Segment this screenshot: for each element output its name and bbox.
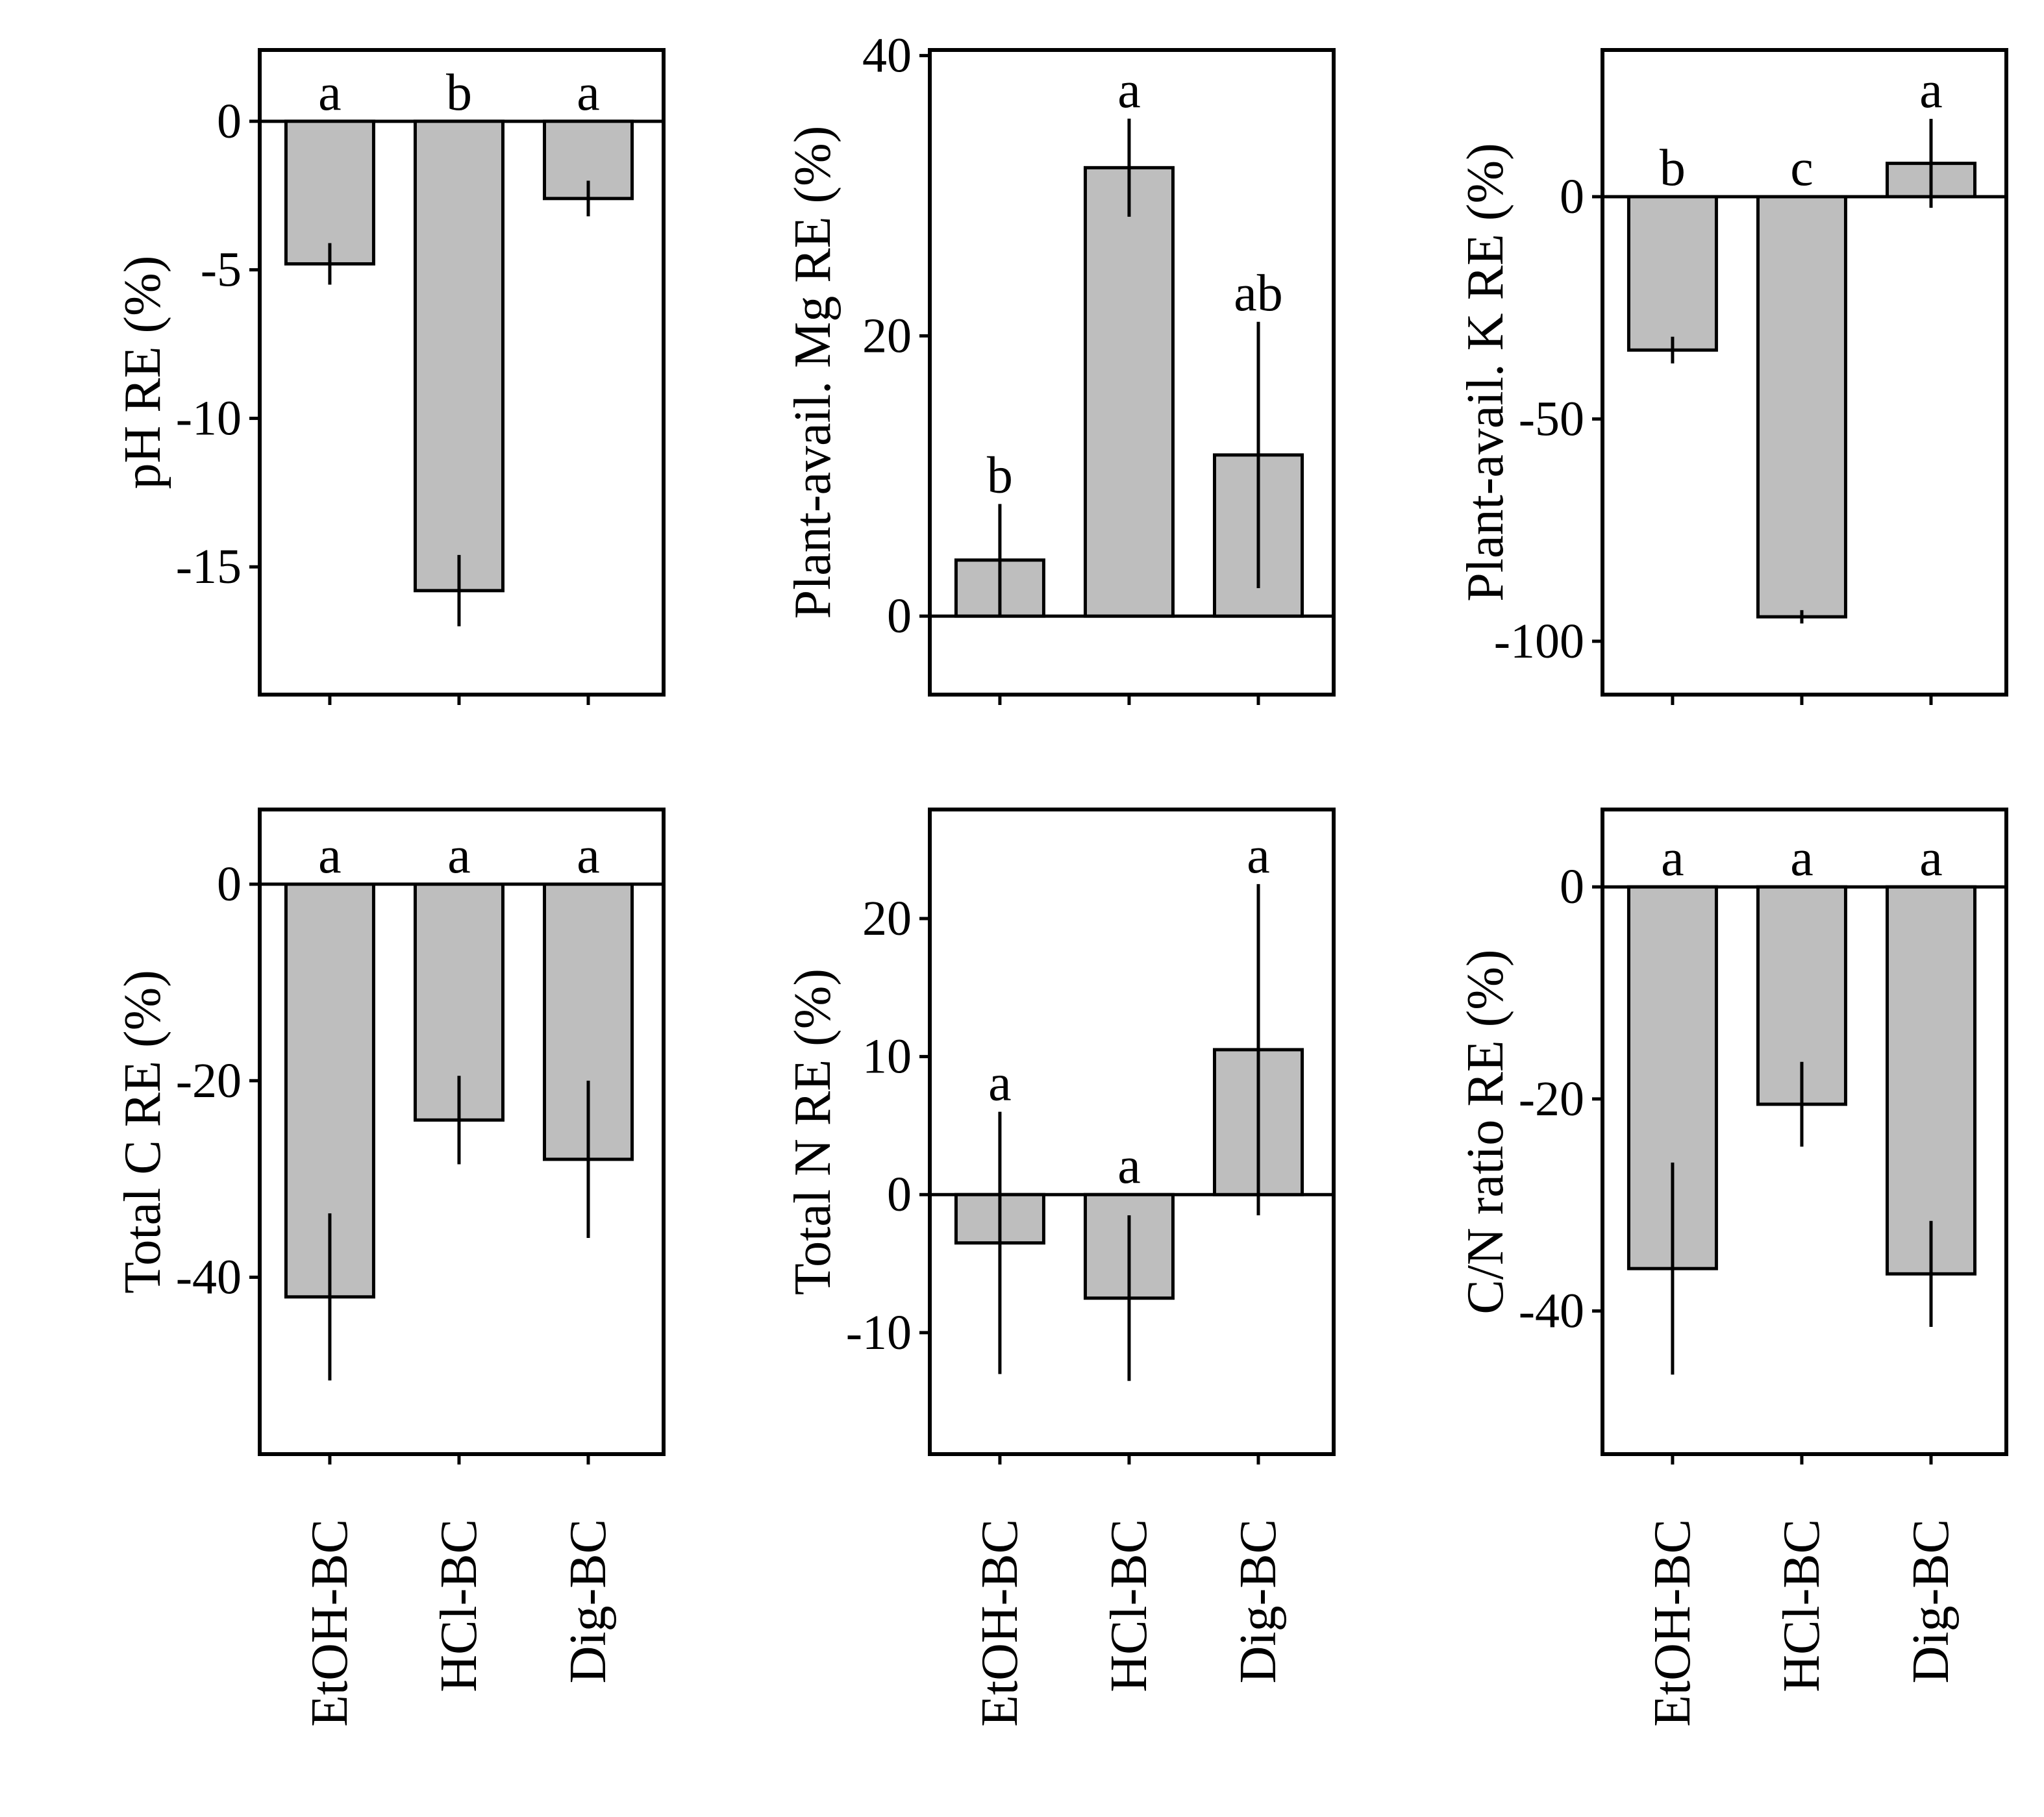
y-axis-label: Plant-avail. K RE (%) bbox=[1457, 143, 1514, 601]
significance-label: a bbox=[1919, 62, 1943, 119]
y-tick-label: -50 bbox=[1519, 391, 1584, 446]
bar-etoh-bc bbox=[284, 119, 375, 266]
category-label-etoh-bc: EtOH-BC bbox=[301, 1519, 358, 1727]
category-label-hcl-bc: HCl-BC bbox=[1773, 1519, 1830, 1692]
significance-label: b bbox=[446, 64, 472, 121]
bar-etoh-bc bbox=[1626, 195, 1718, 352]
significance-label: a bbox=[1661, 830, 1684, 887]
y-axis-label: Total C RE (%) bbox=[114, 970, 171, 1294]
chart-panel-3: 0 -50 -100 Plant-avail. K RE (%) b c a bbox=[1457, 48, 2008, 705]
y-tick-label: -20 bbox=[176, 1054, 242, 1108]
bar-hcl-bc bbox=[1083, 166, 1175, 618]
significance-label: c bbox=[1790, 140, 1813, 197]
significance-label: a bbox=[1117, 1137, 1141, 1194]
category-label-hcl-bc: HCl-BC bbox=[1101, 1519, 1158, 1692]
bar-hcl-bc bbox=[1756, 195, 1847, 619]
significance-label: a bbox=[447, 827, 471, 884]
y-tick-label: -5 bbox=[201, 243, 242, 297]
chart-panel-2: 0 20 40 Plant-avail. Mg RE (%) b a ab bbox=[784, 29, 1336, 705]
plot-frame bbox=[1601, 48, 2008, 697]
plot-frame bbox=[1601, 808, 2008, 1456]
y-tick-label: -15 bbox=[176, 539, 242, 594]
y-tick-label: -40 bbox=[1519, 1284, 1584, 1339]
significance-label: a bbox=[1919, 830, 1943, 887]
plot-frame bbox=[258, 808, 666, 1456]
significance-label: b bbox=[1660, 140, 1686, 197]
significance-label: a bbox=[1790, 830, 1813, 887]
category-label-dig-bc: Dig-BC bbox=[1230, 1519, 1287, 1683]
significance-label: a bbox=[318, 827, 342, 884]
y-tick-label: -100 bbox=[1494, 614, 1584, 669]
significance-label: a bbox=[1247, 827, 1270, 884]
category-label-dig-bc: Dig-BC bbox=[1902, 1519, 1960, 1683]
y-axis-label: Plant-avail. Mg RE (%) bbox=[784, 126, 841, 619]
y-tick-label: 0 bbox=[217, 857, 242, 911]
y-tick-label: -20 bbox=[1519, 1072, 1584, 1126]
significance-label: a bbox=[988, 1055, 1012, 1112]
y-tick-label: 40 bbox=[862, 29, 912, 83]
significance-label: b bbox=[987, 447, 1013, 504]
y-tick-label: 0 bbox=[887, 589, 912, 643]
significance-label: a bbox=[577, 64, 600, 121]
y-tick-label: 0 bbox=[887, 1167, 912, 1222]
significance-label: a bbox=[577, 827, 600, 884]
y-axis-label: C/N ratio RE (%) bbox=[1457, 949, 1514, 1314]
category-label-etoh-bc: EtOH-BC bbox=[1644, 1519, 1701, 1727]
significance-label: ab bbox=[1234, 265, 1283, 322]
y-tick-label: -10 bbox=[176, 391, 242, 445]
plot-frame bbox=[928, 808, 1336, 1456]
chart-panel-6: 0 -20 -40C/N ratio RE (%) a a a bbox=[1457, 808, 2008, 1465]
category-labels: EtOH-BC HCl-BC Dig-BC EtOH-BC HCl-BC Dig-BC Et… bbox=[301, 1519, 1960, 1727]
y-tick-label: 0 bbox=[217, 94, 242, 149]
y-tick-label: -10 bbox=[846, 1305, 912, 1360]
bar-hcl-bc bbox=[413, 119, 505, 593]
y-tick-label: -40 bbox=[176, 1250, 242, 1305]
y-tick-label: 20 bbox=[862, 891, 912, 946]
significance-label: a bbox=[1117, 62, 1141, 119]
bar-dig-bc bbox=[1886, 885, 1977, 1276]
plot-frame bbox=[928, 48, 1336, 697]
y-tick-label: 10 bbox=[862, 1030, 912, 1084]
plot-frame bbox=[258, 48, 666, 697]
y-tick-label: 20 bbox=[862, 308, 912, 363]
y-axis-label: Total N RE (%) bbox=[784, 969, 841, 1295]
y-tick-label: 0 bbox=[1560, 859, 1584, 914]
category-label-hcl-bc: HCl-BC bbox=[430, 1519, 488, 1692]
y-axis-label: pH RE (%) bbox=[114, 256, 171, 489]
category-label-etoh-bc: EtOH-BC bbox=[971, 1519, 1028, 1727]
y-tick-label: 0 bbox=[1560, 169, 1584, 224]
category-label-dig-bc: Dig-BC bbox=[560, 1519, 617, 1683]
significance-label: a bbox=[318, 64, 342, 121]
